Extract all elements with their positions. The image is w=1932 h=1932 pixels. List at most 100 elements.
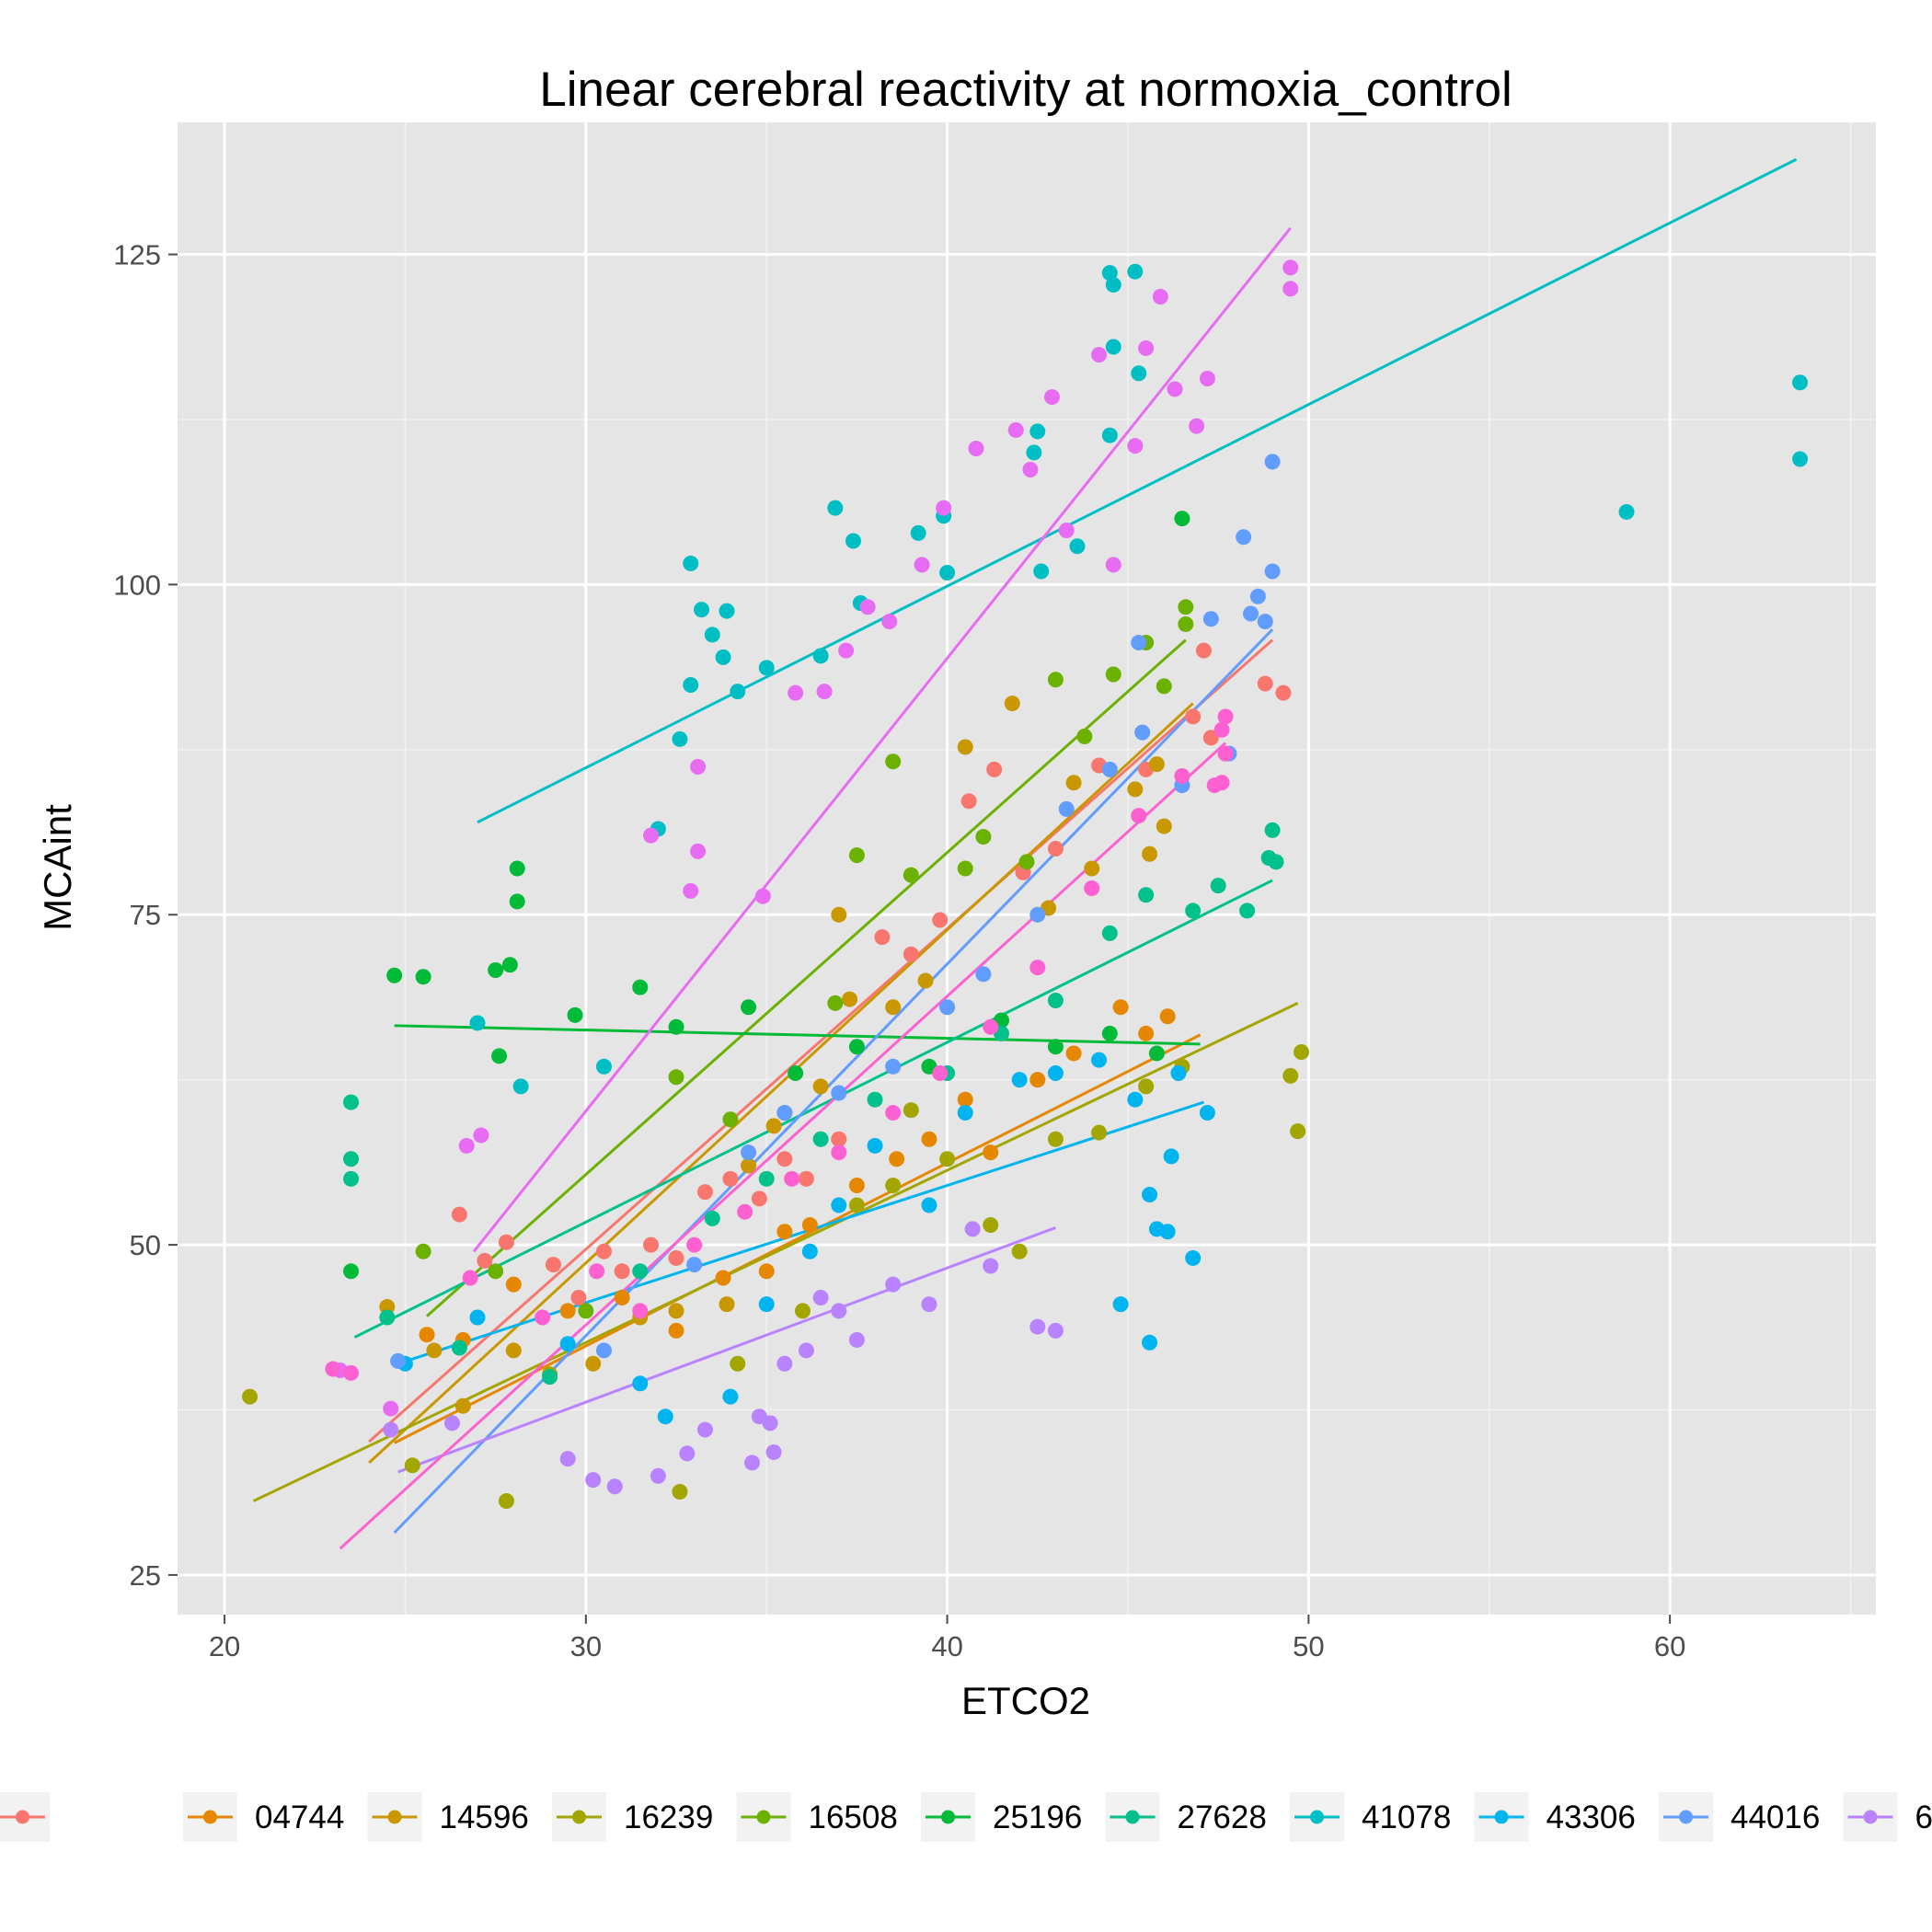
- y-tick-label: 25: [130, 1559, 161, 1592]
- data-point: [798, 1170, 814, 1187]
- fit-line: [472, 226, 1292, 1253]
- data-point: [1091, 347, 1108, 363]
- data-point: [914, 557, 930, 573]
- data-point: [704, 1210, 720, 1226]
- data-point: [505, 1276, 522, 1293]
- data-point: [936, 500, 952, 516]
- data-point: [694, 602, 710, 618]
- data-point: [812, 648, 829, 664]
- data-point: [426, 1342, 443, 1359]
- data-point: [643, 1236, 660, 1253]
- legend-label: 16239: [624, 1800, 713, 1835]
- data-point: [903, 867, 919, 883]
- data-point: [559, 1336, 576, 1352]
- data-point: [741, 1157, 757, 1174]
- legend-key-point: [203, 1810, 217, 1824]
- legend-label: 43306: [1547, 1800, 1636, 1835]
- data-point: [1213, 721, 1230, 738]
- data-point: [848, 1039, 865, 1055]
- data-point: [831, 1144, 847, 1161]
- data-point: [1011, 1072, 1028, 1088]
- data-point: [650, 1467, 666, 1484]
- data-point: [827, 500, 844, 516]
- data-point: [1047, 840, 1064, 857]
- data-point: [668, 1303, 684, 1319]
- data-point: [559, 1303, 576, 1319]
- data-point: [1091, 1124, 1108, 1141]
- data-point: [1101, 265, 1118, 282]
- data-point: [1195, 642, 1212, 659]
- data-point: [505, 1342, 522, 1359]
- data-point: [1185, 903, 1202, 919]
- data-point: [1148, 756, 1165, 773]
- data-point: [1163, 1148, 1179, 1165]
- data-point: [939, 999, 956, 1016]
- fit-line: [394, 1024, 1201, 1046]
- data-point: [1047, 672, 1064, 688]
- data-point: [838, 642, 855, 659]
- data-point: [848, 1331, 865, 1348]
- data-point: [672, 1484, 688, 1501]
- data-point: [1105, 277, 1121, 293]
- data-point: [1026, 444, 1042, 461]
- data-point: [343, 1094, 360, 1110]
- data-point: [1189, 418, 1205, 434]
- data-point: [859, 599, 876, 615]
- data-point: [788, 1064, 804, 1081]
- data-point: [1142, 1334, 1158, 1351]
- data-point: [343, 1151, 360, 1167]
- data-point: [545, 1257, 561, 1273]
- data-point: [1174, 511, 1190, 527]
- data-point: [1105, 557, 1121, 573]
- data-point: [1091, 1052, 1108, 1068]
- data-point: [885, 1276, 902, 1293]
- data-point: [1185, 708, 1202, 725]
- y-tick-label: 75: [130, 899, 161, 931]
- data-point: [983, 1144, 999, 1161]
- data-point: [1105, 666, 1121, 683]
- data-point: [1007, 421, 1024, 438]
- data-point: [758, 660, 775, 676]
- data-point: [1043, 389, 1060, 406]
- data-point: [1202, 730, 1219, 746]
- fit-line: [477, 157, 1798, 824]
- data-point: [477, 1252, 493, 1269]
- data-point: [715, 1270, 731, 1286]
- fit-line: [397, 1100, 1204, 1365]
- legend-key-point: [1310, 1810, 1324, 1824]
- data-point: [1084, 860, 1100, 877]
- data-point: [921, 1197, 937, 1213]
- data-point: [812, 1131, 829, 1147]
- data-point: [776, 1224, 793, 1240]
- data-point: [1138, 1025, 1155, 1041]
- data-point: [444, 1415, 461, 1432]
- x-tick-label: 40: [931, 1630, 962, 1662]
- data-point: [343, 1263, 360, 1280]
- legend-label: 41078: [1362, 1800, 1451, 1835]
- data-point: [632, 1263, 649, 1280]
- legend-key-point: [16, 1810, 29, 1824]
- y-tick-label: 100: [113, 569, 161, 601]
- data-point: [827, 995, 844, 1011]
- legend-key-point: [756, 1810, 771, 1824]
- data-point: [683, 555, 699, 571]
- x-tick-label: 30: [570, 1630, 602, 1662]
- data-point: [1792, 451, 1809, 467]
- data-point: [1199, 370, 1215, 386]
- data-point: [1076, 728, 1093, 744]
- data-point: [614, 1263, 630, 1280]
- data-point: [567, 1006, 583, 1023]
- data-point: [668, 1249, 684, 1266]
- data-point: [1047, 1039, 1064, 1055]
- data-point: [498, 1234, 514, 1250]
- data-point: [325, 1361, 341, 1377]
- x-tick-label: 20: [209, 1630, 240, 1662]
- fit-line: [393, 628, 1274, 1535]
- data-point: [1264, 454, 1281, 470]
- fit-line: [252, 1002, 1299, 1502]
- legend-key-point: [1863, 1810, 1878, 1824]
- data-point: [1033, 563, 1050, 580]
- data-point: [570, 1290, 587, 1306]
- data-point: [1159, 1224, 1176, 1240]
- data-point: [419, 1327, 435, 1343]
